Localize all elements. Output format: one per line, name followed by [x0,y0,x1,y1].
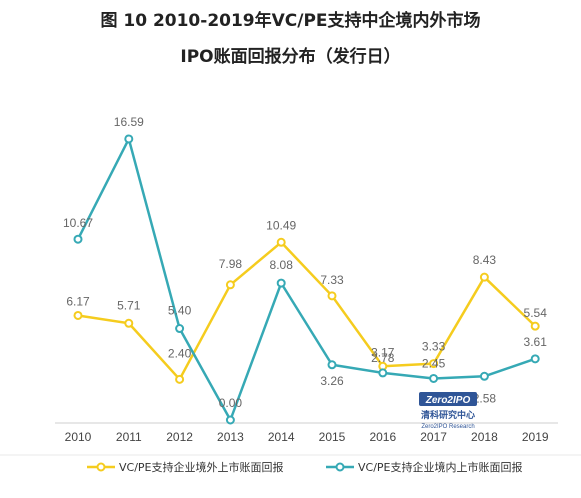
data-label-overseas: 7.98 [219,257,243,271]
zero2ipo-logo: Zero2IPO 清科研究中心 Zero2IPO Research [419,392,477,430]
data-point-overseas [276,237,286,247]
chart-title-line1: 图 10 2010-2019年VC/PE支持中企境内外市场 [100,11,481,31]
data-point-overseas [327,291,337,301]
data-labels: 6.17 5.71 2.40 7.98 10.49 7.33 3.17 3.33 8.43 5.5… [63,115,547,410]
series-lines [73,134,540,425]
logo-cn: 清科研究中心 [421,409,475,421]
logo-en: Zero2IPO Research [421,424,474,430]
data-point-overseas [175,374,185,384]
data-label-overseas: 2.40 [168,346,192,360]
x-tick-label: 2014 [268,430,295,444]
data-label-domestic: 16.59 [114,115,144,129]
legend-marker-domestic [335,462,345,472]
data-label-domestic: 3.61 [524,335,548,349]
data-label-overseas: 5.71 [117,298,141,312]
data-label-overseas: 6.17 [66,294,90,308]
data-label-overseas: 7.33 [320,273,344,287]
data-point-domestic [175,324,185,334]
data-label-domestic: 8.08 [270,258,294,272]
data-label-overseas: 8.43 [473,253,497,267]
data-point-overseas [530,321,540,331]
data-point-overseas [73,310,83,320]
data-label-domestic: 0.00 [219,396,243,410]
data-point-domestic [276,278,286,288]
logo-brand: Zero2IPO [425,395,471,406]
data-point-overseas [124,318,134,328]
data-point-domestic [429,373,439,383]
legend-item-overseas: VC/PE支持企业境外上市账面回报 [87,460,284,474]
x-tick-label: 2018 [471,430,498,444]
data-label-overseas: 10.49 [266,218,296,232]
series-line-domestic [76,137,536,422]
data-point-domestic [225,415,235,425]
x-axis-ticks: 2010 2011 2012 2013 2014 2015 2016 2017 2018 2019 [65,430,549,444]
x-tick-label: 2011 [116,430,142,444]
x-tick-label: 2016 [369,430,396,444]
data-label-domestic: 2.45 [422,356,446,370]
legend: VC/PE支持企业境外上市账面回报 VC/PE支持企业境内上市账面回报 [87,460,523,474]
data-point-domestic [73,234,83,244]
x-tick-label: 2015 [319,430,346,444]
data-point-overseas [225,280,235,290]
x-tick-label: 2012 [166,430,193,444]
data-label-overseas: 3.33 [422,340,446,354]
x-tick-label: 2019 [522,430,549,444]
data-point-domestic [327,360,337,370]
data-point-domestic [378,368,388,378]
data-label-domestic: 10.67 [63,216,93,230]
data-point-domestic [530,354,540,364]
data-label-overseas: 5.54 [524,306,548,320]
chart-title-line2: IPO账面回报分布（发行日） [180,47,401,67]
x-tick-label: 2010 [65,430,92,444]
data-label-domestic: 3.26 [320,374,344,388]
legend-marker-overseas [96,462,106,472]
legend-item-domestic: VC/PE支持企业境内上市账面回报 [326,460,523,474]
data-label-domestic: 2.78 [371,351,395,365]
data-point-overseas [429,359,439,369]
data-label-domestic: 2.58 [473,391,497,405]
data-label-domestic: 5.40 [168,304,192,318]
x-tick-label: 2017 [420,430,447,444]
data-point-domestic [124,134,134,144]
legend-label-overseas: VC/PE支持企业境外上市账面回报 [119,460,284,474]
series-line-overseas [77,241,537,381]
logo-badge [419,392,477,406]
data-label-overseas: 3.17 [371,345,395,359]
legend-label-domestic: VC/PE支持企业境内上市账面回报 [358,460,523,474]
x-tick-label: 2013 [217,430,244,444]
data-point-domestic [479,371,489,381]
data-point-overseas [479,272,489,282]
